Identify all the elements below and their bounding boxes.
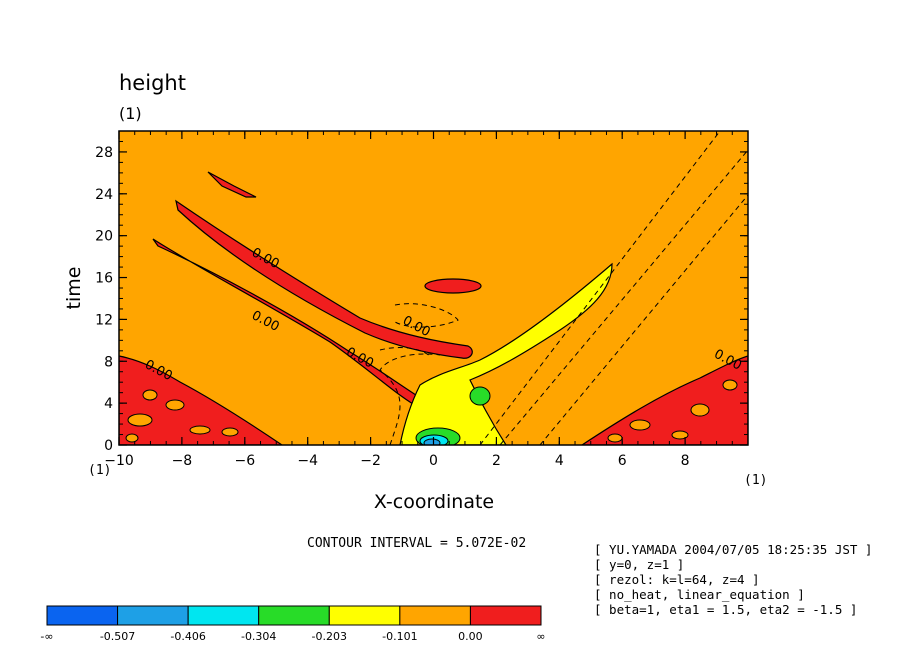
red-region-left [119,355,284,445]
y-axis: 0 4 8 12 16 20 24 28 [95,130,748,454]
colorbar: -∞ -0.507 -0.406 -0.304 -0.203 -0.101 0.00 ∞ [40,605,546,643]
x-tick-label: 0 [429,453,438,469]
colorbar-label: -0.203 [312,630,347,643]
x-tick-label: −4 [297,453,318,469]
colorbar-swatch [469,605,542,626]
colorbar-swatch [258,605,330,626]
red-ellipse [424,278,482,294]
info-line: [ YU.YAMADA 2004/07/05 18:25:35 JST ] [594,542,872,557]
y-axis-unit: (1) [88,463,111,478]
orange-patches-right [607,379,738,443]
colorbar-label: ∞ [536,630,545,643]
yellow-region [399,262,613,445]
info-line: [ beta=1, eta1 = 1.5, eta2 = -1.5 ] [594,602,857,617]
red-band-small [207,171,257,198]
y-axis-title: time [63,267,85,310]
red-region-right [580,355,748,445]
orange-patches-left [125,389,239,443]
y-tick-label: 28 [95,145,113,161]
y-tick-label: 8 [104,354,113,370]
title-unit: (1) [119,104,142,123]
colorbar-label: -∞ [40,630,53,643]
y-tick-label: 4 [104,396,113,412]
x-tick-label: −10 [104,453,134,469]
colorbar-label: -0.507 [100,630,135,643]
y-tick-label: 12 [95,312,113,328]
y-tick-label: 20 [95,229,113,245]
red-band-upper [175,199,473,359]
dashed-contours [379,131,748,445]
colorbar-swatch [117,605,189,626]
x-axis-title: X-coordinate [374,491,494,513]
info-block: [ YU.YAMADA 2004/07/05 18:25:35 JST ][ y… [594,542,872,617]
x-tick-label: −6 [234,453,255,469]
x-tick-label: −2 [360,453,381,469]
colorbar-swatch [328,605,401,626]
colorbar-label: 0.00 [458,630,483,643]
colorbar-swatch [399,605,471,626]
x-tick-label: 2 [492,453,501,469]
contour-interval: CONTOUR INTERVAL = 5.072E-02 [307,536,526,551]
y-tick-label: 0 [104,438,113,454]
x-tick-label: 4 [555,453,564,469]
colorbar-swatch [187,605,260,626]
colorbar-swatch [46,605,119,626]
green-spot [469,386,491,406]
y-tick-label: 16 [95,271,113,287]
info-line: [ y=0, z=1 ] [594,557,684,572]
plot-area [119,131,748,445]
colorbar-label: -0.304 [241,630,276,643]
x-tick-label: 6 [618,453,627,469]
blue-core [423,438,441,445]
chart-title: height [119,71,186,95]
colorbar-label: -0.101 [382,630,417,643]
colorbar-label: -0.406 [170,630,205,643]
x-tick-label: 8 [681,453,690,469]
info-line: [ rezol: k=l=64, z=4 ] [594,572,760,587]
y-tick-label: 24 [95,187,113,203]
x-tick-label: −8 [172,453,193,469]
info-line: [ no_heat, linear_equation ] [594,587,805,602]
x-axis: −10 −8 −6 −4 −2 0 2 4 6 8 [104,131,749,469]
x-axis-unit: (1) [744,473,767,488]
